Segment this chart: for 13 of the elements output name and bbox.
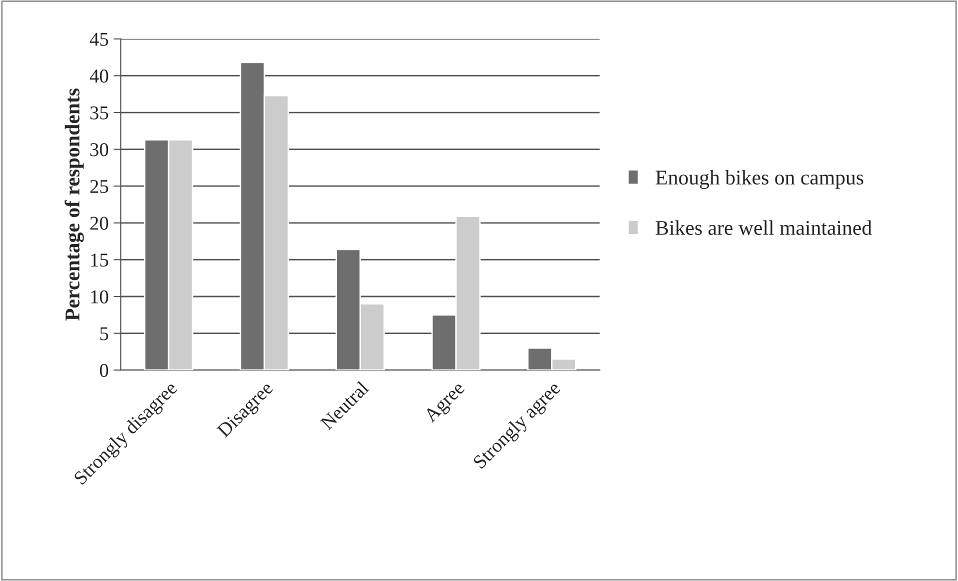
legend-label: Bikes are well maintained xyxy=(656,220,872,235)
y-tick-label: 5 xyxy=(100,327,108,340)
y-tick-label: 0 xyxy=(100,364,108,378)
legend-label: Enough bikes on campus xyxy=(656,170,864,189)
y-tick-label: 10 xyxy=(91,290,108,304)
y-tick-label: 25 xyxy=(90,180,108,194)
y-tick-label: 40 xyxy=(90,70,108,83)
y-axis-title: Percentage of respondents xyxy=(64,88,84,321)
y-tick-label: 30 xyxy=(90,143,108,156)
y-tick-label: 20 xyxy=(90,216,108,230)
y-tick-label: 35 xyxy=(90,106,108,120)
y-tick-label: 45 xyxy=(90,32,108,46)
y-tick-label: 15 xyxy=(91,254,108,267)
